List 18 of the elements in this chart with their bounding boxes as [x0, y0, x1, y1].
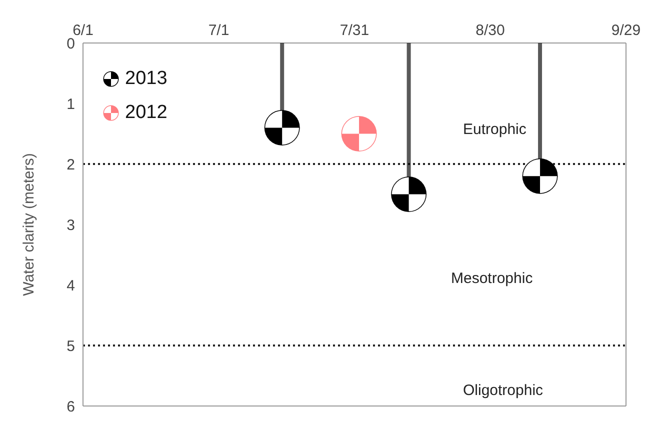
- legend-label: 2013: [125, 68, 168, 90]
- x-tick-label: 6/1: [72, 22, 94, 39]
- x-tick-label: 7/1: [208, 22, 230, 39]
- y-axis-title: Water clarity (meters): [20, 153, 38, 296]
- y-tick-label: 0: [66, 35, 75, 52]
- x-tick-label: 7/31: [340, 22, 370, 39]
- y-tick-label: 1: [66, 96, 75, 113]
- annotation: Eutrophic: [463, 121, 526, 138]
- legend-label: 2012: [125, 102, 168, 124]
- x-tick-label: 9/29: [611, 22, 641, 39]
- y-tick-label: 3: [66, 216, 75, 234]
- y-tick-label: 2: [66, 156, 75, 174]
- y-tick-label: 4: [66, 277, 75, 294]
- y-tick-label: 6: [66, 398, 75, 416]
- y-tick-label: 5: [66, 338, 75, 355]
- annotation: Mesotrophic: [451, 270, 533, 287]
- annotation: Oligotrophic: [463, 382, 544, 399]
- x-tick-label: 8/30: [476, 22, 505, 39]
